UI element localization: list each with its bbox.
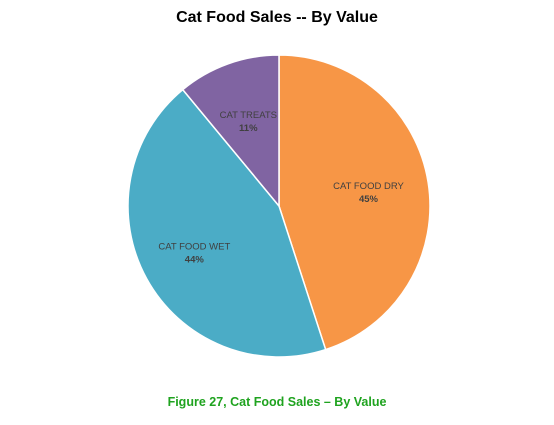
pie-slice-cat-food-dry xyxy=(278,54,431,351)
chart-title: Cat Food Sales -- By Value xyxy=(176,9,378,26)
slice-label-cat-food-wet: CAT FOOD WET xyxy=(158,242,230,253)
slice-value-cat-food-wet: 44% xyxy=(185,255,205,266)
pie-slice-cat-treats xyxy=(181,54,280,209)
slice-value-cat-treats: 11% xyxy=(239,123,258,134)
slice-value-cat-food-dry: 45% xyxy=(359,194,379,205)
pie-slice-cat-food-wet xyxy=(127,88,327,358)
figure-caption: Figure 27, Cat Food Sales – By Value xyxy=(167,395,387,409)
slice-label-cat-food-dry: CAT FOOD DRY xyxy=(333,181,404,192)
slice-label-cat-treats: CAT TREATS xyxy=(220,110,277,121)
